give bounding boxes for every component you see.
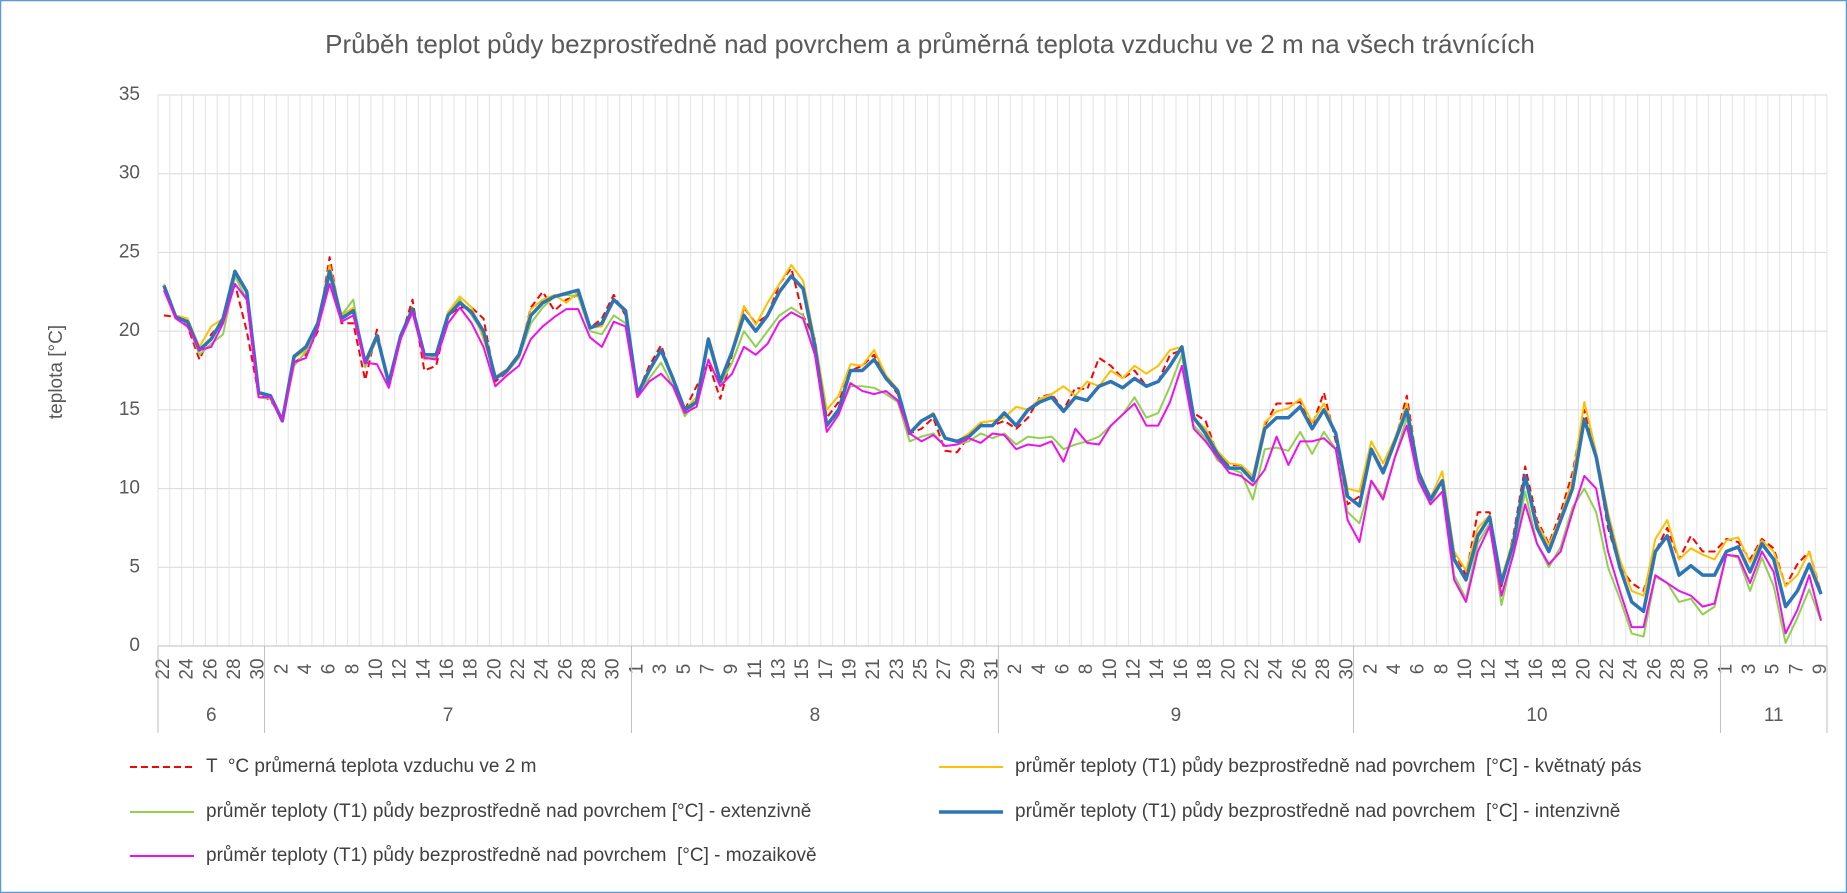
legend-label: průměr teploty (T1) půdy bezprostředně n… — [1015, 801, 1620, 822]
x-tick-label: 4 — [1384, 663, 1405, 674]
x-tick-label: 28 — [579, 658, 600, 679]
x-tick-label: 1 — [626, 664, 647, 675]
x-tick-label: 24 — [1266, 658, 1287, 680]
x-tick-label: 3 — [1739, 664, 1760, 675]
x-tick-label: 20 — [484, 658, 505, 679]
x-tick-label: 28 — [224, 658, 245, 679]
x-tick-label: 16 — [437, 658, 458, 679]
x-tick-label: 21 — [863, 658, 884, 679]
y-tick-label: 10 — [119, 478, 140, 499]
y-tick-label: 30 — [119, 163, 140, 184]
x-tick-label: 26 — [200, 658, 221, 679]
x-tick-label: 8 — [342, 664, 363, 675]
x-tick-label: 14 — [413, 658, 434, 680]
x-tick-label: 10 — [1100, 658, 1121, 679]
x-tick-label: 24 — [177, 658, 198, 680]
y-axis-title: teplota [°C] — [46, 325, 67, 419]
x-tick-label: 26 — [1644, 658, 1665, 679]
x-tick-label: 9 — [721, 664, 742, 675]
x-tick-label: 8 — [1431, 664, 1452, 675]
group-label: 9 — [1171, 705, 1182, 726]
x-tick-label: 26 — [1289, 658, 1310, 679]
x-tick-label: 3 — [650, 664, 671, 675]
x-tick-label: 14 — [1502, 658, 1523, 680]
x-tick-label: 27 — [934, 658, 955, 679]
x-tick-label: 7 — [697, 664, 718, 675]
x-tick-label: 11 — [745, 659, 766, 679]
x-tick-label: 2 — [271, 664, 292, 675]
x-tick-label: 12 — [390, 658, 411, 679]
x-tick-label: 24 — [1621, 658, 1642, 680]
x-tick-label: 4 — [1029, 663, 1050, 674]
x-tick-label: 17 — [816, 658, 837, 679]
x-tick-label: 25 — [910, 658, 931, 679]
x-tick-label: 22 — [1597, 658, 1618, 679]
x-tick-label: 8 — [1076, 664, 1097, 675]
x-tick-label: 6 — [1408, 664, 1429, 675]
x-tick-label: 31 — [982, 658, 1003, 679]
x-tick-label: 12 — [1124, 658, 1145, 679]
group-label: 10 — [1526, 705, 1547, 726]
group-label: 8 — [810, 705, 821, 726]
x-tick-label: 30 — [248, 658, 269, 679]
x-tick-label: 30 — [1337, 658, 1358, 679]
x-tick-label: 7 — [1786, 664, 1807, 675]
x-tick-label: 15 — [792, 658, 813, 679]
x-tick-label: 19 — [839, 658, 860, 679]
x-tick-label: 6 — [319, 664, 340, 675]
x-tick-label: 6 — [1053, 664, 1074, 675]
x-tick-label: 16 — [1171, 658, 1192, 679]
group-label: 7 — [443, 705, 454, 726]
y-tick-label: 0 — [129, 635, 140, 656]
x-tick-label: 1 — [1715, 664, 1736, 675]
x-tick-label: 13 — [768, 658, 789, 679]
x-tick-label: 12 — [1479, 658, 1500, 679]
x-tick-label: 5 — [1763, 664, 1784, 675]
x-tick-label: 18 — [1195, 658, 1216, 679]
series-line — [162, 269, 1823, 614]
x-tick-label: 14 — [1147, 658, 1168, 680]
group-label: 11 — [1764, 705, 1784, 726]
legend-label: průměr teploty (T1) půdy bezprostředně n… — [206, 801, 811, 822]
x-tick-label: 20 — [1573, 658, 1594, 679]
x-tick-label: 22 — [508, 658, 529, 679]
x-tick-label: 29 — [958, 658, 979, 679]
y-tick-label: 20 — [119, 320, 140, 341]
x-tick-label: 2 — [1360, 664, 1381, 675]
x-tick-label: 20 — [1218, 658, 1239, 679]
x-tick-label: 22 — [153, 658, 174, 679]
y-tick-label: 5 — [129, 556, 140, 577]
x-tick-label: 30 — [603, 658, 624, 679]
series-line — [162, 282, 1823, 635]
y-tick-label: 25 — [119, 241, 140, 262]
x-tick-label: 10 — [1455, 658, 1476, 679]
x-tick-label: 18 — [1550, 658, 1571, 679]
x-tick-label: 2 — [1005, 664, 1026, 675]
chart-title: Průběh teplot půdy bezprostředně nad pov… — [325, 29, 1535, 59]
x-tick-label: 5 — [674, 664, 695, 675]
x-tick-label: 4 — [295, 663, 316, 674]
x-tick-label: 23 — [887, 658, 908, 679]
y-tick-label: 15 — [119, 399, 140, 420]
y-tick-label: 35 — [119, 84, 140, 105]
x-tick-label: 10 — [366, 658, 387, 679]
group-label: 6 — [206, 705, 217, 726]
x-tick-label: 28 — [1313, 658, 1334, 679]
x-tick-label: 24 — [532, 658, 553, 680]
x-tick-label: 28 — [1668, 658, 1689, 679]
x-tick-label: 30 — [1692, 658, 1713, 679]
legend-label: průměr teploty (T1) půdy bezprostředně n… — [1015, 756, 1641, 777]
x-tick-label: 16 — [1526, 658, 1547, 679]
x-tick-label: 26 — [555, 658, 576, 679]
x-tick-label: 9 — [1810, 664, 1831, 675]
legend-label: T °C průmerná teplota vzduchu ve 2 m — [206, 756, 536, 777]
x-tick-label: 22 — [1242, 658, 1263, 679]
x-tick-label: 18 — [461, 658, 482, 679]
legend-label: průměr teploty (T1) půdy bezprostředně n… — [206, 845, 817, 866]
